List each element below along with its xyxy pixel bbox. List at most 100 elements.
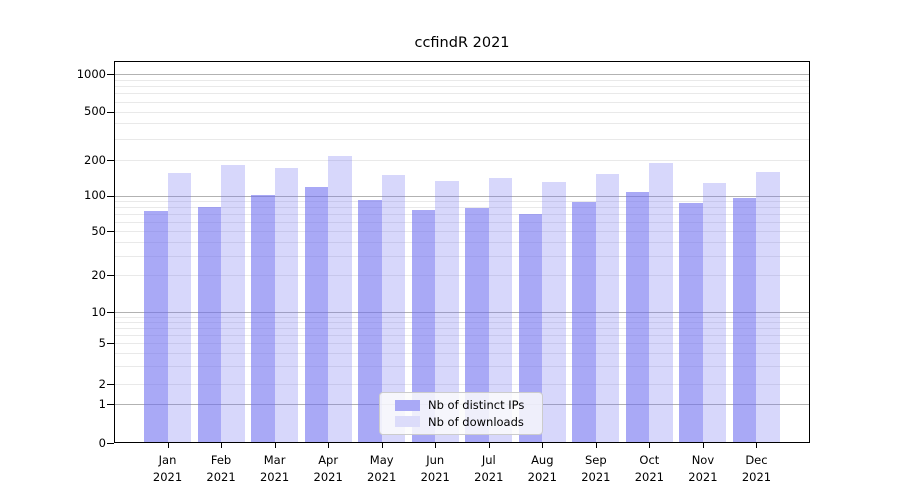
bar-distinct-ips — [465, 207, 489, 442]
x-tick-mark — [595, 443, 597, 448]
bar-distinct-ips — [572, 202, 596, 442]
y-tick-mark — [107, 443, 114, 444]
gridline-minor — [115, 231, 809, 232]
x-tick-label: Jul 2021 — [474, 453, 504, 484]
x-tick-label: Mar 2021 — [259, 453, 290, 484]
bar-distinct-ips — [625, 192, 650, 442]
x-tick-mark — [542, 443, 544, 448]
gridline-minor — [115, 275, 809, 276]
x-tick-mark — [167, 443, 169, 448]
y-tick-mark — [107, 404, 114, 405]
bar-distinct-ips — [251, 194, 275, 442]
x-tick-label: Dec 2021 — [741, 453, 772, 484]
gridline-minor — [115, 321, 809, 323]
gridline-minor — [115, 343, 809, 344]
y-tick-label: 5 — [98, 335, 106, 350]
legend-swatch-downloads — [395, 416, 420, 428]
y-tick-label: 100 — [84, 188, 106, 202]
x-tick-label: May 2021 — [367, 453, 397, 484]
bar-downloads — [328, 156, 352, 442]
gridline-minor — [115, 352, 809, 354]
gridline-minor — [115, 160, 809, 161]
x-tick-mark — [274, 443, 276, 448]
x-tick-label: Feb 2021 — [206, 453, 236, 484]
gridline-minor — [115, 206, 809, 208]
x-tick-label: Oct 2021 — [634, 453, 665, 484]
gridline-minor — [115, 365, 809, 367]
bar-distinct-ips — [732, 197, 757, 442]
bar-downloads — [595, 174, 620, 442]
y-tick-label: 1 — [98, 396, 106, 411]
x-tick-label: Apr 2021 — [313, 453, 343, 484]
y-tick-label: 20 — [91, 267, 106, 282]
x-tick-mark — [702, 443, 704, 448]
gridline-major — [115, 312, 809, 313]
y-tick-mark — [107, 111, 114, 113]
bar-downloads — [381, 175, 406, 442]
legend-item-downloads: Nb of downloads — [395, 415, 536, 429]
bar-distinct-ips — [197, 207, 222, 442]
y-tick-mark — [107, 312, 114, 313]
x-tick-mark — [756, 443, 758, 448]
y-tick-label: 50 — [91, 223, 106, 238]
gridline-minor — [115, 93, 809, 95]
x-tick-mark — [488, 443, 490, 448]
x-tick-mark — [221, 443, 223, 448]
bar-distinct-ips — [679, 203, 703, 442]
x-tick-label: Jun 2021 — [420, 453, 450, 484]
bar-downloads — [649, 162, 673, 442]
plot-area: Nb of distinct IPs Nb of downloads — [114, 61, 810, 443]
x-tick-label: Aug 2021 — [527, 453, 557, 484]
legend: Nb of distinct IPs Nb of downloads — [379, 392, 543, 435]
y-tick-label: 500 — [84, 104, 106, 119]
bar-downloads — [221, 164, 245, 442]
legend-label-downloads: Nb of downloads — [428, 414, 524, 429]
bar-downloads — [542, 182, 566, 442]
gridline-minor — [115, 255, 809, 257]
bar-downloads — [488, 178, 513, 442]
gridline-minor — [115, 327, 809, 329]
bar-distinct-ips — [304, 187, 329, 442]
y-tick-mark — [107, 275, 114, 276]
gridline-major — [115, 195, 809, 197]
gridline-minor — [115, 200, 809, 202]
gridline-minor — [115, 138, 809, 140]
bar-downloads — [702, 183, 727, 442]
y-tick-mark — [107, 160, 114, 161]
x-tick-mark — [381, 443, 383, 448]
bar-downloads — [756, 172, 780, 442]
gridline-minor — [115, 111, 809, 113]
bar-distinct-ips — [358, 200, 382, 442]
gridline-minor — [115, 86, 809, 88]
x-tick-label: Sep 2021 — [581, 453, 611, 484]
gridline-minor — [115, 221, 809, 223]
bar-downloads — [435, 181, 459, 442]
y-tick-mark — [107, 343, 114, 344]
x-tick-label: Jan 2021 — [152, 453, 183, 484]
gridline-minor — [115, 123, 809, 125]
bar-distinct-ips — [144, 210, 168, 442]
y-tick-label: 10 — [91, 304, 106, 319]
gridline-minor — [115, 316, 809, 318]
gridline-major — [115, 74, 809, 75]
y-tick-mark — [107, 384, 114, 385]
y-tick-label: 1000 — [76, 66, 106, 81]
x-tick-label: Nov 2021 — [688, 453, 718, 484]
x-tick-mark — [649, 443, 651, 448]
x-tick-mark — [435, 443, 437, 448]
x-tick-mark — [328, 443, 330, 448]
y-tick-label: 2 — [98, 376, 106, 391]
legend-label-ips: Nb of distinct IPs — [428, 398, 525, 413]
y-tick-mark — [107, 195, 114, 197]
gridline-minor — [115, 384, 809, 385]
bar-downloads — [167, 172, 192, 442]
legend-swatch-ips — [395, 399, 420, 411]
bar-downloads — [274, 167, 299, 442]
gridline-minor — [115, 101, 809, 103]
bar-distinct-ips — [411, 209, 436, 442]
gridline-minor — [115, 334, 809, 336]
y-tick-label: 0 — [98, 435, 106, 450]
y-tick-label: 200 — [84, 152, 106, 167]
bar-distinct-ips — [518, 213, 543, 442]
